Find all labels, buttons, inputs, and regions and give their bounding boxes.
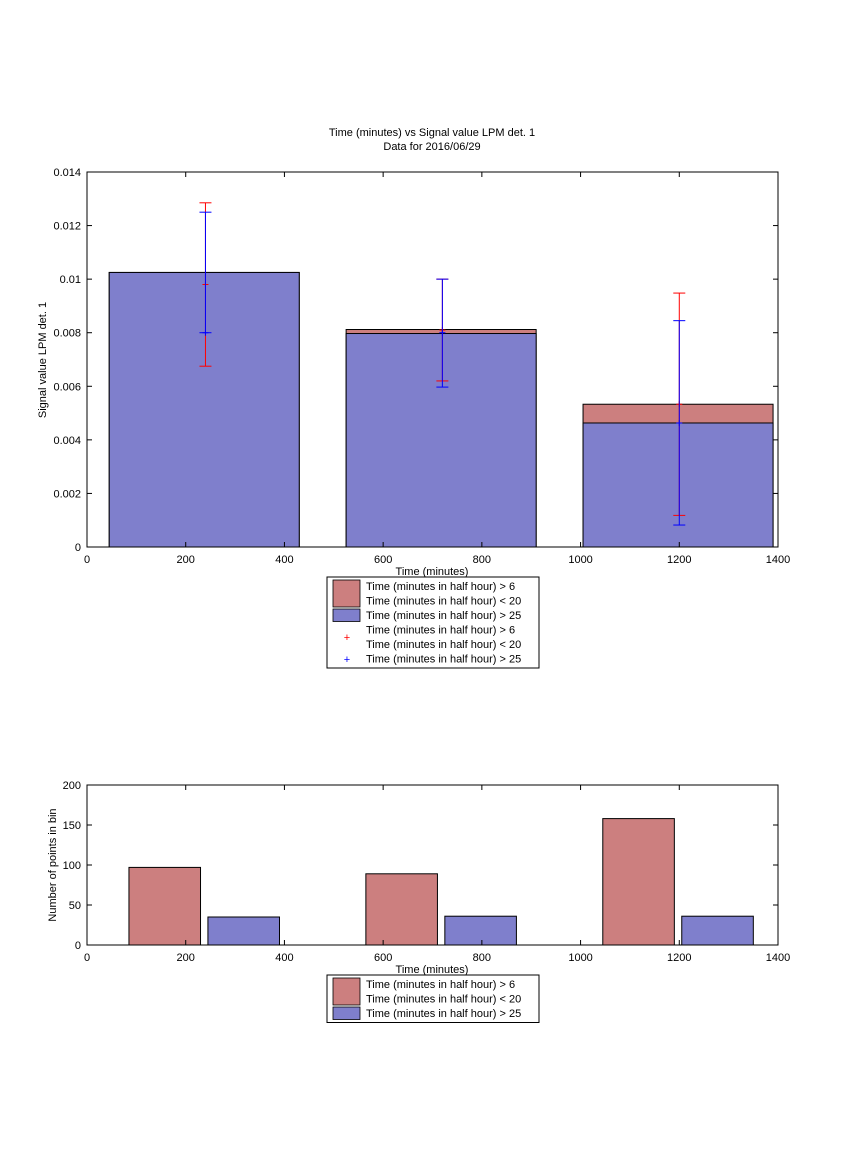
legend-swatch (332, 579, 361, 608)
legend-label: Time (minutes in half hour) < 20 (366, 639, 521, 651)
y-tick-label: 100 (63, 860, 81, 872)
bar-blue (108, 271, 300, 548)
y-tick-label: 0.002 (53, 488, 81, 500)
legend-label: Time (minutes in half hour) > 6 (366, 581, 515, 593)
ticks-layer: 0 200 400 600 800 1000 1200 1400 0 0.002 0.004 0.00… (53, 167, 790, 566)
x-tick-label: 600 (374, 952, 392, 964)
x-tick-label: 200 (177, 952, 195, 964)
y-tick-label: 200 (63, 780, 81, 792)
errorbars-layer (199, 202, 686, 526)
legend-label: Time (minutes in half hour) > 6 (366, 979, 515, 991)
x-tick-label: 400 (275, 554, 293, 566)
legend-label: Time (minutes in half hour) > 25 (366, 654, 521, 666)
y-tick-label: 150 (63, 820, 81, 832)
y-tick-label: 0.014 (53, 167, 81, 179)
y-tick-label: 0 (75, 542, 81, 554)
x-tick-label: 1000 (568, 952, 592, 964)
x-tick-label: 400 (275, 952, 293, 964)
x-tick-label: 1200 (667, 554, 691, 566)
x-tick-label: 800 (473, 554, 491, 566)
x-axis-label: Time (minutes) (396, 964, 469, 976)
x-tick-label: 600 (374, 554, 392, 566)
y-tick-label: 0 (75, 940, 81, 952)
bar-blue (444, 915, 517, 946)
bar-red (128, 866, 202, 946)
x-axis-label: Time (minutes) (396, 566, 469, 578)
legend-box (326, 974, 540, 1023)
legend-label: Time (minutes in half hour) < 20 (366, 994, 521, 1006)
chart-subtitle: Data for 2016/06/29 (383, 141, 480, 153)
y-axis-label: Signal value LPM det. 1 (37, 302, 49, 418)
axes-frame (86, 171, 779, 548)
x-tick-label: 800 (473, 952, 491, 964)
legend-swatch (332, 977, 361, 1006)
count-chart: 0 200 400 600 800 1000 1200 1400 0 50 100 150 200 Ti… (47, 780, 790, 1023)
y-tick-label: 50 (69, 900, 81, 912)
legend-swatch (332, 1006, 361, 1020)
chart-title: Time (minutes) vs Signal value LPM det. … (329, 127, 535, 139)
ticks-layer: 0 200 400 600 800 1000 1200 1400 0 50 100 150 200 (63, 780, 791, 964)
x-tick-label: 1400 (766, 554, 790, 566)
bars-layer (128, 818, 754, 946)
bar-red (602, 818, 675, 946)
y-tick-label: 0.006 (53, 381, 81, 393)
x-tick-label: 0 (84, 554, 90, 566)
x-tick-label: 0 (84, 952, 90, 964)
x-tick-label: 1000 (568, 554, 592, 566)
bar-blue (207, 916, 280, 946)
y-tick-label: 0.012 (53, 221, 81, 233)
x-tick-label: 1200 (667, 952, 691, 964)
bar-blue (681, 915, 754, 946)
legend-label: Time (minutes in half hour) > 25 (366, 610, 521, 622)
legend: Time (minutes in half hour) > 6 Time (min… (326, 974, 540, 1023)
legend-marker: + (344, 632, 350, 644)
bar-red (365, 873, 438, 946)
legend-label: Time (minutes in half hour) < 20 (366, 596, 521, 608)
y-tick-label: 0.01 (60, 274, 81, 286)
legend: Time (minutes in half hour) > 6 Time (min… (326, 576, 540, 669)
bar-blue (582, 422, 774, 548)
legend-marker: + (344, 654, 350, 666)
x-tick-label: 1400 (766, 952, 790, 964)
y-tick-label: 0.004 (53, 435, 81, 447)
x-tick-label: 200 (177, 554, 195, 566)
y-tick-label: 0.008 (53, 328, 81, 340)
y-axis-label: Number of points in bin (47, 808, 59, 921)
legend-label: Time (minutes in half hour) > 25 (366, 1008, 521, 1020)
signal-chart: Time (minutes) vs Signal value LPM det. … (37, 127, 790, 669)
bars-layer (108, 271, 774, 548)
legend-label: Time (minutes in half hour) > 6 (366, 625, 515, 637)
bar-blue (345, 333, 537, 548)
legend-swatch (332, 608, 361, 622)
legend-box (326, 576, 540, 669)
